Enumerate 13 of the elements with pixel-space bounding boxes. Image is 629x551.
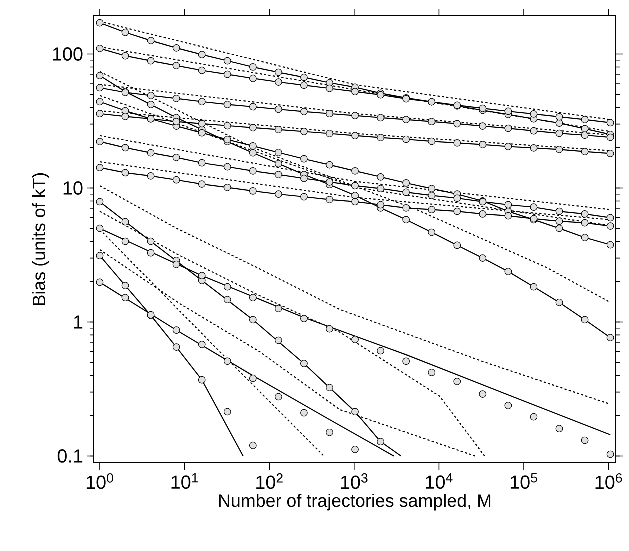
y-tick-label: 10 [64, 182, 83, 195]
x-tick-label: 10$^{6}$ [596, 474, 622, 490]
y-axis-title: Bias (units of kT) [32, 173, 50, 306]
x-tick-label: 10$^{5}$ [510, 474, 538, 490]
y-tick-label: 1 [74, 316, 83, 329]
x-tick-label: 10$^{1}$ [172, 474, 198, 490]
x-tick-label: 10$^{3}$ [341, 474, 368, 490]
x-tick-label: 10$^{0}$ [86, 474, 114, 490]
x-tick-label: 10$^{4}$ [426, 474, 453, 490]
y-tick-label: 0.1 [58, 450, 83, 463]
x-axis-title: Number of trajectories sampled, M [219, 494, 491, 511]
y-tick-label: 100 [53, 48, 83, 61]
x-tick-label: 10$^{2}$ [256, 474, 283, 490]
